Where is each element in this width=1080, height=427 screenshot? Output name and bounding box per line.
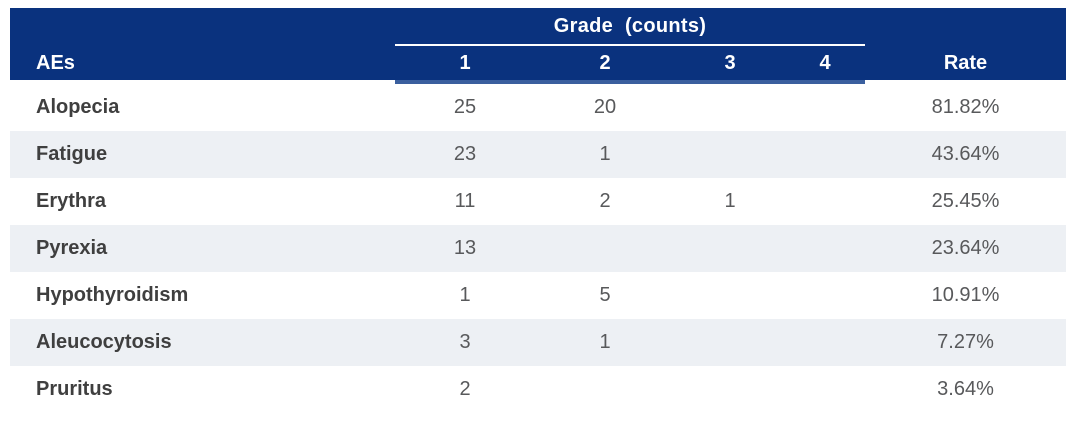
- grade-1-count: 13: [453, 237, 477, 259]
- grade-2-count: 20: [593, 96, 617, 118]
- table-header: Grade (counts) AEs 1 2 3 4 Rate: [10, 8, 1066, 84]
- grade-3-count: [675, 272, 785, 319]
- grade-4-count: [785, 131, 865, 178]
- ae-name: Erythra: [36, 190, 107, 212]
- table-row-pruritus: Pruritus 2 3.64%: [10, 366, 1066, 413]
- column-header-grade-4: 4: [785, 46, 865, 84]
- grade-4-count: [785, 319, 865, 366]
- column-header-aes: AEs: [10, 46, 395, 84]
- adverse-events-table: Grade (counts) AEs 1 2 3 4 Rate Alopecia…: [10, 8, 1066, 413]
- ae-name: Aleucocytosis: [36, 331, 172, 353]
- column-header-grade-2: 2: [535, 46, 675, 84]
- grade-4-count: [785, 84, 865, 131]
- grade-4-count: [785, 272, 865, 319]
- table-row-hypothyroidism: Hypothyroidism 1 5 10.91%: [10, 272, 1066, 319]
- table-row-fatigue: Fatigue 23 1 43.64%: [10, 131, 1066, 178]
- table-row-aleucocytosis: Aleucocytosis 3 1 7.27%: [10, 319, 1066, 366]
- ae-name: Hypothyroidism: [36, 284, 189, 306]
- column-header-rate: Rate: [865, 46, 1066, 84]
- rate-value: 10.91%: [931, 284, 1000, 306]
- column-header-grade-3: 3: [675, 46, 785, 84]
- grade-3-count: [675, 319, 785, 366]
- rate-value: 7.27%: [937, 331, 994, 353]
- grade-group-header-row: Grade (counts): [10, 8, 1066, 46]
- grade-2-count: 1: [599, 143, 611, 165]
- rate-value: 3.64%: [937, 378, 994, 400]
- grade-1-count: 25: [453, 96, 477, 118]
- grade-3-count: [675, 366, 785, 413]
- ae-name: Fatigue: [36, 143, 108, 165]
- grade-3-count: [675, 225, 785, 272]
- grade-2-count: [535, 225, 675, 272]
- grade-4-count: [785, 366, 865, 413]
- grade-2-count: 2: [599, 190, 611, 212]
- grade-3-count: [675, 84, 785, 131]
- table-row-erythra: Erythra 11 2 1 25.45%: [10, 178, 1066, 225]
- rate-value: 25.45%: [931, 190, 1000, 212]
- ae-name: Alopecia: [36, 96, 120, 118]
- grade-group-header: Grade (counts): [395, 8, 865, 46]
- rate-value: 81.82%: [931, 96, 1000, 118]
- ae-name: Pyrexia: [36, 237, 108, 259]
- ae-name: Pruritus: [36, 378, 113, 400]
- grade-3-count: 1: [724, 190, 736, 212]
- column-header-row: AEs 1 2 3 4 Rate: [10, 46, 1066, 84]
- header-spacer-right: [865, 8, 1066, 46]
- table-row-pyrexia: Pyrexia 13 23.64%: [10, 225, 1066, 272]
- grade-1-count: 1: [459, 284, 471, 306]
- grade-4-count: [785, 225, 865, 272]
- table-row-alopecia: Alopecia 25 20 81.82%: [10, 84, 1066, 131]
- header-spacer-left: [10, 8, 395, 46]
- column-header-grade-1: 1: [395, 46, 535, 84]
- grade-2-count: [535, 366, 675, 413]
- grade-1-count: 11: [454, 190, 476, 212]
- table-body: Alopecia 25 20 81.82% Fatigue 23 1 43.64…: [10, 84, 1066, 413]
- grade-2-count: 5: [599, 284, 611, 306]
- grade-1-count: 23: [453, 143, 477, 165]
- grade-3-count: [675, 131, 785, 178]
- grade-1-count: 3: [459, 331, 471, 353]
- grade-4-count: [785, 178, 865, 225]
- rate-value: 43.64%: [931, 143, 1000, 165]
- grade-1-count: 2: [459, 378, 471, 400]
- grade-2-count: 1: [599, 331, 611, 353]
- rate-value: 23.64%: [931, 237, 1000, 259]
